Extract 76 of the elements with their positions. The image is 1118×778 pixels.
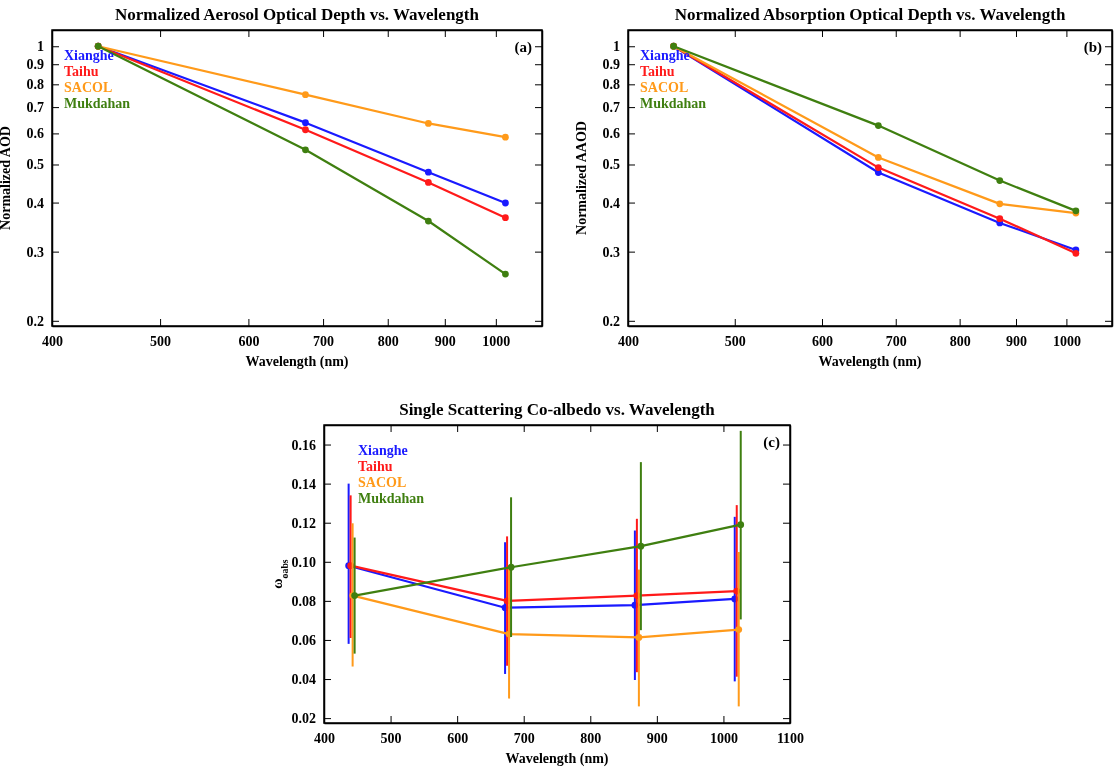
y-tick-label: 0.7 — [26, 100, 44, 116]
point — [635, 634, 643, 641]
y-tick-label: 0.02 — [291, 711, 316, 727]
y-tick-label: 0.5 — [602, 157, 620, 173]
x-tick-label: 800 — [377, 333, 399, 349]
y-tick-label: 0.8 — [602, 77, 620, 93]
point — [507, 563, 515, 571]
y-tick-label: 0.2 — [26, 313, 44, 329]
text: Mukdahan — [640, 96, 707, 111]
x-tick-label: 800 — [580, 730, 602, 746]
annotation: (b) — [1083, 39, 1102, 56]
text: Mukdahan — [64, 96, 131, 111]
text: Mukdahan — [358, 491, 425, 506]
y-axis-title: Normalized AOD — [0, 126, 13, 230]
x-tick-label: 500 — [380, 730, 402, 746]
text: Xianghe — [358, 443, 408, 458]
series-label: Xianghe — [640, 48, 690, 63]
x-tick-label: 900 — [434, 333, 456, 349]
y-tick-label: 0.6 — [602, 126, 620, 142]
x-tick-label: 1000 — [1052, 333, 1081, 349]
y-tick-label: 1 — [37, 39, 44, 55]
series-label: Taihu — [640, 64, 675, 79]
y-tick-label: 0.14 — [291, 476, 316, 492]
x-tick-label: 800 — [949, 333, 971, 349]
y-tick-label: 0.9 — [26, 57, 44, 73]
text: SACOL — [358, 475, 407, 490]
x-tick-label: 500 — [150, 333, 172, 349]
y-tick-label: 0.08 — [291, 593, 316, 609]
y-tick-label: 0.3 — [602, 244, 620, 260]
y-tick-label: 0.5 — [26, 157, 44, 173]
x-tick-label: 1100 — [776, 730, 805, 746]
x-tick-label: 700 — [313, 333, 335, 349]
y-tick-label: 0.2 — [602, 313, 620, 329]
x-tick-label: 600 — [811, 333, 833, 349]
y-tick-label: 0.04 — [291, 672, 316, 688]
series-label: Taihu — [64, 64, 99, 79]
series-label: SACOL — [640, 80, 689, 95]
point — [637, 542, 645, 550]
point — [737, 521, 745, 529]
y-tick-label: 0.06 — [291, 632, 316, 648]
y-tick-label: 0.8 — [26, 77, 44, 93]
y-tick-label: 0.3 — [26, 244, 44, 260]
y-tick-label: 0.6 — [26, 126, 44, 142]
text: Taihu — [358, 459, 393, 474]
y-tick-label: 0.12 — [291, 515, 316, 531]
x-tick-label: 700 — [885, 333, 907, 349]
y-tick-label: 0.4 — [602, 195, 620, 211]
x-tick-label: 900 — [646, 730, 668, 746]
y-tick-label: 0.16 — [291, 437, 316, 453]
point — [735, 626, 743, 633]
x-tick-label: 900 — [1005, 333, 1027, 349]
y-axis-title: Normalized AAOD — [574, 121, 589, 235]
y-tick-label: 1 — [613, 39, 620, 55]
x-tick-label: 1000 — [709, 730, 738, 746]
x-tick-label: 400 — [314, 730, 335, 746]
x-tick-label: 1000 — [482, 333, 511, 349]
annotation: (a) — [514, 39, 532, 56]
y-tick-label: 0.4 — [26, 195, 44, 211]
chart-title: Normalized Absorption Optical Depth vs. Wavelength — [674, 5, 1066, 24]
x-tick-label: 600 — [447, 730, 469, 746]
x-tick-label: 400 — [42, 333, 63, 349]
series-label: Xianghe — [64, 48, 114, 63]
y-tick-label: 0.10 — [291, 554, 316, 570]
chart-title: Single Scattering Co-albedo vs. Wavelength — [399, 400, 716, 419]
x-tick-label: 700 — [513, 730, 535, 746]
x-tick-label: 400 — [618, 333, 639, 349]
y-tick-label: 0.9 — [602, 57, 620, 73]
y-tick-label: 0.7 — [602, 100, 620, 116]
x-axis-title: Wavelength (nm) — [818, 354, 922, 370]
text: SACOL — [64, 80, 113, 95]
chart-title: Normalized Aerosol Optical Depth vs. Wavelength — [115, 5, 480, 24]
x-axis-title: Wavelength (nm) — [505, 751, 609, 767]
x-axis-title: Wavelength (nm) — [245, 354, 349, 370]
x-tick-label: 600 — [238, 333, 260, 349]
x-tick-label: 500 — [724, 333, 746, 349]
annotation: (c) — [763, 434, 780, 451]
